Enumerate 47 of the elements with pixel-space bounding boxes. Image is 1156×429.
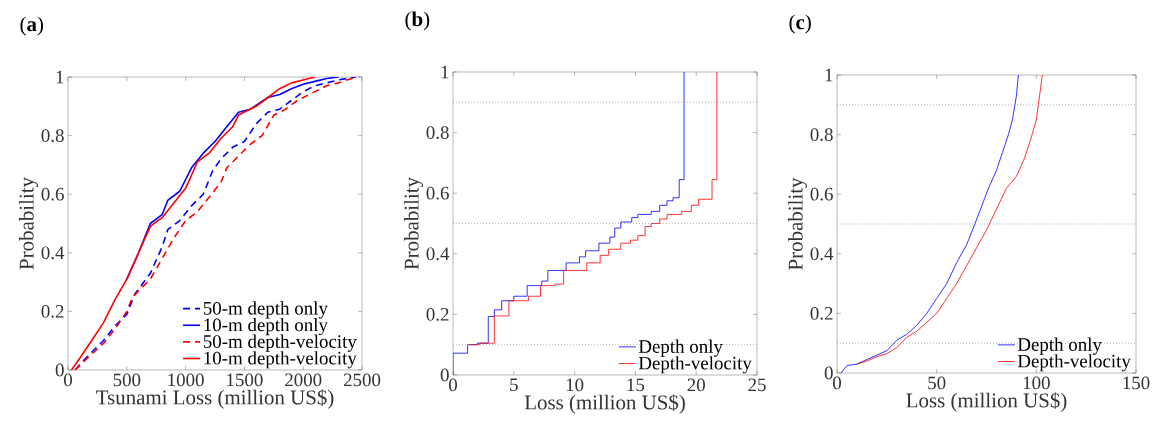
x-tick-label: 50: [928, 376, 946, 390]
y-axis-title: Probability: [787, 177, 807, 270]
y-tick-label: 1: [825, 68, 833, 82]
x-tick-label: 1000: [168, 373, 204, 387]
x-tick-label: 2500: [343, 373, 381, 387]
legend-label: Depth-velocity: [1017, 354, 1131, 372]
x-tick-label: 5: [510, 378, 518, 392]
y-tick-label: 0.4: [810, 247, 834, 261]
y-tick-label: 0: [55, 363, 64, 377]
x-tick-label: 100: [1023, 376, 1050, 390]
y-tick-label: 0.8: [426, 126, 449, 140]
x-tick-label: 25: [748, 378, 766, 392]
chart-title: (b): [405, 11, 430, 31]
x-axis-title: Loss (million US$): [524, 394, 685, 414]
legend-label: 50-m depth only: [203, 301, 328, 319]
y-tick-label: 0.4: [426, 247, 450, 261]
x-tick-label: 150: [1123, 376, 1150, 390]
y-tick-label: 0.8: [810, 128, 833, 142]
legend-label: Depth-velocity: [638, 356, 752, 374]
legend-label: 10-m depth-velocity: [204, 351, 357, 369]
y-tick-label: 0.2: [41, 304, 64, 318]
x-axis-title: Loss (million US$): [906, 392, 1067, 412]
legend-label: Depth only: [1017, 337, 1102, 355]
y-axis-title: Probability: [403, 177, 423, 270]
chart-title: (c): [789, 14, 811, 34]
y-tick-label: 0.6: [426, 186, 449, 200]
y-tick-label: 0.6: [810, 187, 833, 201]
x-tick-label: 1500: [227, 373, 263, 387]
legend-label: Depth only: [638, 339, 723, 357]
legend-label: 10-m depth only: [204, 317, 328, 336]
x-tick-label: 10: [566, 378, 584, 392]
y-tick-label: 0.2: [810, 306, 833, 320]
x-tick-label: 20: [687, 378, 705, 392]
x-tick-label: 500: [113, 373, 141, 387]
x-axis-title: Tsunami Loss (million US$): [96, 389, 334, 409]
line-series: [74, 77, 357, 370]
chart-title: (a): [20, 16, 43, 36]
x-tick-label: 15: [627, 378, 645, 392]
y-tick-label: 0.8: [41, 129, 64, 143]
x-tick-label: 2000: [285, 373, 322, 387]
y-tick-label: 1: [441, 65, 449, 79]
y-tick-label: 1: [56, 70, 64, 84]
y-tick-label: 0.6: [41, 187, 64, 201]
y-tick-label: 0.4: [41, 246, 65, 260]
y-tick-label: 0.2: [426, 307, 449, 321]
y-axis-title: Probability: [18, 177, 38, 270]
legend-label: 50-m depth-velocity: [203, 334, 357, 352]
